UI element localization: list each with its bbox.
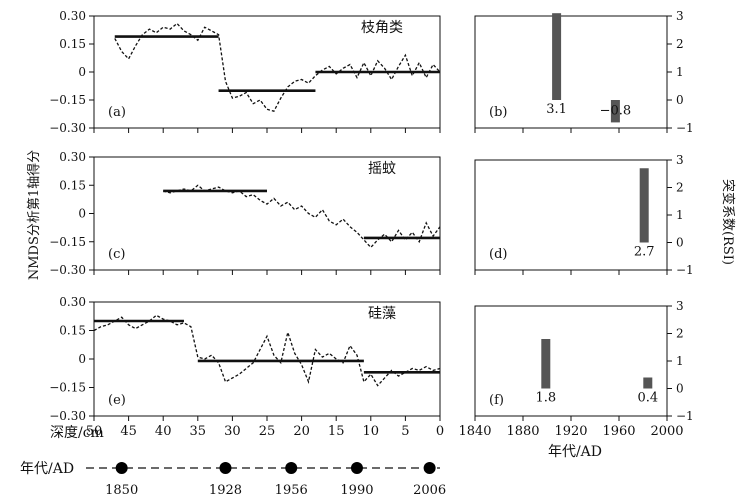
x-tick-label: 50 — [86, 424, 103, 439]
x-tick-label: 40 — [155, 424, 172, 439]
x-tick-label: 1880 — [506, 424, 539, 439]
series-name-label: 摇蚊 — [368, 161, 396, 177]
year-dot — [350, 462, 363, 474]
y-tick-label: 0 — [78, 207, 86, 221]
year-dot — [423, 462, 436, 474]
panel-c: 0.30 0.15 0 −0.15 −0.30 (c) 摇蚊 — [49, 150, 441, 277]
y-tick-label: 0.30 — [59, 150, 86, 164]
panels-layer: 0.30 0.15 0 −0.15 −0.30 (a) 枝角类 0.30 0.15 0 −0.15 −… — [49, 9, 693, 439]
bar-value-label: 2.7 — [634, 245, 655, 260]
y-tick-label: 1 — [676, 65, 684, 79]
y-tick-label: −0.15 — [49, 235, 86, 249]
y-tick-label: −1 — [676, 263, 694, 277]
bottom-right-x-title: 年代/AD — [548, 444, 602, 460]
y-tick-label: 3 — [676, 153, 684, 167]
y-tick-label: −1 — [676, 121, 694, 135]
year-label: 1990 — [340, 483, 373, 498]
panel-tag: (e) — [108, 393, 126, 408]
bar-value-label: 0.4 — [637, 391, 658, 406]
y-tick-label: 0 — [78, 65, 86, 79]
panel-a: 0.30 0.15 0 −0.15 −0.30 (a) 枝角类 — [49, 9, 441, 135]
x-tick-label: 45 — [120, 424, 137, 439]
year-dot — [115, 462, 128, 474]
series-line — [114, 22, 441, 112]
panel-b: 3 2 1 0 −1 3.1 −0.8 (b) — [474, 9, 694, 135]
rsi-bar — [552, 13, 562, 101]
rsi-bar — [643, 377, 653, 389]
bar-value-label: 1.8 — [535, 391, 556, 406]
depth-axis-title: 深度/cm — [50, 425, 104, 441]
x-tick-label: 25 — [259, 424, 276, 439]
x-tick-label: 20 — [293, 424, 310, 439]
year-axis-title: 年代/AD — [20, 461, 74, 477]
year-label: 2006 — [413, 483, 446, 498]
year-label: 1928 — [209, 483, 242, 498]
x-tick-label: 2000 — [650, 424, 683, 439]
series-name-label: 枝角类 — [361, 20, 403, 36]
panel-d: 3 2 1 0 −1 2.7 (d) — [474, 153, 694, 277]
bar-value-label: −0.8 — [600, 103, 632, 118]
panel-tag: (a) — [108, 105, 126, 120]
y-tick-label: 0 — [676, 93, 684, 107]
y-tick-label: 2 — [676, 181, 684, 195]
y-tick-label: 0.15 — [59, 37, 86, 51]
y-tick-label: 3 — [676, 9, 684, 23]
y-tick-label: 2 — [676, 37, 684, 51]
y-tick-label: 3 — [676, 299, 684, 313]
year-axis: 1850 1928 1956 1990 2006 — [86, 462, 446, 498]
y-tick-label: 0.30 — [59, 9, 86, 23]
year-dot — [219, 462, 232, 474]
panel-tag: (c) — [108, 247, 125, 262]
x-tick-label: 35 — [190, 424, 207, 439]
y-tick-label: 0.15 — [59, 324, 86, 338]
y-tick-label: 0.30 — [59, 295, 86, 309]
x-tick-label: 0 — [436, 424, 444, 439]
bar-value-label: 3.1 — [546, 102, 567, 117]
y-tick-label: 0 — [676, 382, 684, 396]
series-line — [93, 314, 441, 387]
panel-tag: (f) — [489, 393, 504, 408]
y-tick-label: −0.30 — [49, 409, 86, 423]
y-axis-title-left: NMDS分析第1轴得分 — [26, 150, 42, 280]
panel-tag: (d) — [489, 247, 507, 262]
x-tick-label: 1920 — [554, 424, 587, 439]
x-tick-label: 1840 — [458, 424, 491, 439]
y-tick-label: 2 — [676, 327, 684, 341]
x-tick-label: 30 — [224, 424, 241, 439]
x-tick-label: 1960 — [602, 424, 635, 439]
y-axis-title-right: 突变系数(RSI) — [720, 179, 736, 265]
year-label: 1850 — [105, 483, 138, 498]
year-dot — [285, 462, 298, 474]
panel-f: 3 2 1 0 −1 1840 1880 1920 1960 2000 1.8 0.4 (f) — [458, 299, 693, 439]
rsi-bar — [639, 168, 649, 243]
y-tick-label: −1 — [676, 409, 694, 423]
x-tick-label: 5 — [401, 424, 409, 439]
y-tick-label: 1 — [676, 208, 684, 222]
y-tick-label: 1 — [676, 354, 684, 368]
y-tick-label: −0.30 — [49, 121, 86, 135]
y-tick-label: 0 — [676, 236, 684, 250]
rsi-bar — [610, 100, 620, 123]
y-tick-label: 0.15 — [59, 178, 86, 192]
y-tick-label: −0.15 — [49, 93, 86, 107]
x-tick-label: 15 — [328, 424, 345, 439]
series-name-label: 硅藻 — [368, 306, 396, 322]
rsi-bar — [541, 339, 551, 389]
y-tick-label: 0 — [78, 352, 86, 366]
x-tick-label: 10 — [363, 424, 380, 439]
y-tick-label: −0.15 — [49, 381, 86, 395]
year-label: 1956 — [275, 483, 308, 498]
panel-tag: (b) — [489, 105, 507, 120]
y-tick-label: −0.30 — [49, 263, 86, 277]
